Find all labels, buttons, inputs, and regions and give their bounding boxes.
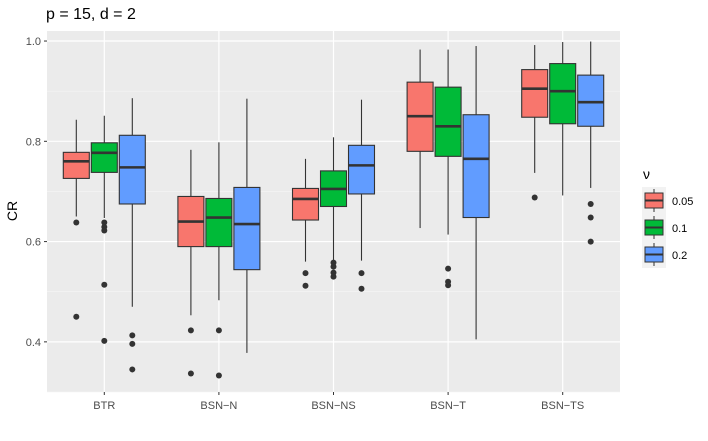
box-0.05-1 — [177, 149, 205, 377]
box-iqr — [577, 74, 605, 127]
legend-item-0.2: 0.2 — [642, 241, 687, 268]
box-0.2-1 — [233, 98, 261, 353]
y-tick-label: 1.0 — [26, 36, 41, 48]
box-0.2-0 — [118, 98, 146, 373]
outlier-point — [129, 332, 136, 339]
legend-label: 0.1 — [672, 223, 687, 235]
outlier-point — [302, 282, 309, 289]
legend-title: ν — [643, 166, 650, 182]
box-0.05-3 — [406, 49, 434, 229]
box-iqr — [62, 151, 90, 179]
legend-label: 0.2 — [672, 250, 687, 262]
outlier-point — [101, 227, 108, 234]
outlier-point — [215, 327, 222, 334]
y-tick-label: 0.8 — [26, 136, 41, 148]
box-iqr — [521, 69, 549, 118]
outlier-point — [187, 370, 194, 377]
outlier-point — [101, 281, 108, 288]
legend-label: 0.05 — [672, 196, 693, 208]
box-iqr — [347, 144, 376, 195]
y-axis-label: CR — [4, 201, 20, 221]
legend: ν 0.05 0.1 0.2 — [642, 166, 693, 268]
box-0.05-2 — [291, 158, 320, 289]
outlier-point — [330, 263, 337, 270]
box-iqr — [233, 186, 261, 271]
outlier-point — [101, 337, 108, 344]
x-tick-label: BSN−T — [430, 400, 466, 412]
outlier-point — [330, 273, 337, 280]
box-0.1-4 — [549, 42, 577, 196]
x-tick-label: BSN−N — [200, 400, 237, 412]
boxes — [62, 41, 605, 379]
outlier-point — [358, 270, 365, 277]
outlier-point — [101, 219, 108, 226]
box-0.2-2 — [347, 99, 376, 292]
x-tick-label: BSN−NS — [311, 400, 355, 412]
outlier-point — [445, 265, 452, 272]
legend-keys: 0.05 0.1 0.2 — [642, 187, 693, 268]
box-0.1-2 — [319, 137, 348, 280]
legend-item-0.05: 0.05 — [642, 187, 693, 214]
y-axis: 0.4 0.6 0.8 1.0 — [26, 36, 47, 349]
x-axis: BTR BSN−N BSN−NS BSN−T BSN−TS — [93, 392, 584, 412]
outlier-point — [73, 219, 80, 226]
box-0.05-4 — [521, 45, 549, 201]
box-iqr — [462, 114, 490, 219]
box-0.2-4 — [577, 41, 605, 245]
chart-title: p = 15, d = 2 — [46, 6, 136, 23]
box-iqr — [118, 134, 146, 205]
y-tick-label: 0.4 — [26, 337, 41, 349]
box-iqr — [434, 86, 462, 157]
legend-item-0.1: 0.1 — [642, 214, 687, 241]
box-0.1-3 — [434, 49, 462, 289]
outlier-point — [215, 372, 222, 379]
outlier-point — [129, 366, 136, 373]
box-iqr — [291, 187, 320, 221]
box-iqr — [549, 63, 577, 125]
box-0.1-1 — [205, 142, 233, 379]
x-tick-label: BSN−TS — [541, 400, 584, 412]
box-0.1-0 — [90, 115, 118, 344]
box-0.05-0 — [62, 119, 90, 320]
outlier-point — [129, 340, 136, 347]
outlier-point — [187, 327, 194, 334]
outlier-point — [302, 270, 309, 277]
outlier-point — [587, 238, 594, 245]
outlier-point — [531, 194, 538, 201]
x-tick-label: BTR — [93, 400, 115, 412]
outlier-point — [358, 285, 365, 292]
y-tick-label: 0.6 — [26, 237, 41, 249]
box-iqr — [205, 197, 233, 248]
box-iqr — [90, 142, 118, 173]
box-0.2-3 — [462, 46, 490, 340]
outlier-point — [587, 214, 594, 221]
outlier-point — [587, 200, 594, 207]
outlier-point — [73, 313, 80, 320]
outlier-point — [445, 282, 452, 289]
